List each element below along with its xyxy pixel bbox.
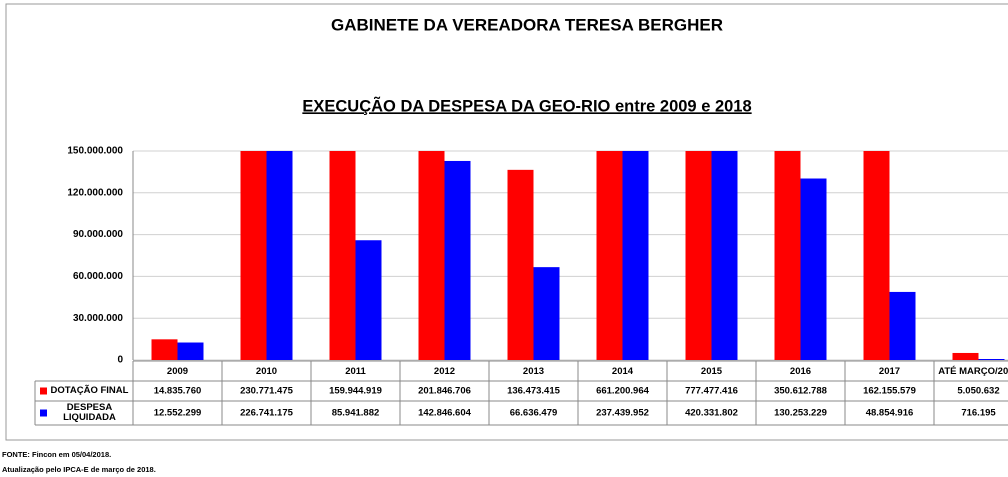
- x-tick-label: ATÉ MARÇO/2018: [938, 365, 1008, 377]
- bar: [711, 151, 738, 360]
- value-label: 230.771.475: [240, 386, 294, 397]
- bar: [418, 151, 445, 360]
- bar: [177, 342, 204, 360]
- y-tick-label: 0: [117, 355, 123, 366]
- bar: [266, 151, 293, 360]
- bar: [863, 151, 890, 360]
- bar: [685, 151, 712, 360]
- legend-label-box: DESPESA LIQUIDADA: [63, 402, 116, 423]
- bar: [774, 151, 801, 360]
- bar: [622, 151, 649, 360]
- x-tick-label-box: 2014: [611, 365, 634, 377]
- x-tick-label-box: 2012: [433, 365, 456, 377]
- y-tick-label: 60.000.000: [73, 271, 123, 282]
- bar: [151, 339, 178, 360]
- value-label: 159.944.919: [329, 386, 382, 397]
- value-label: 5.050.632: [957, 386, 999, 397]
- value-label: 66.636.479: [510, 408, 558, 419]
- x-tick-label: 2012: [433, 365, 456, 377]
- value-label: 226.741.175: [240, 408, 294, 419]
- bar: [952, 352, 979, 360]
- bar: [800, 178, 827, 360]
- y-tick-label: 30.000.000: [73, 313, 123, 324]
- x-tick-label-box: 2015: [700, 365, 723, 377]
- value-label: 237.439.952: [596, 408, 649, 419]
- x-tick-label-box: 2011: [345, 365, 366, 377]
- chart-frame: [5, 3, 1008, 441]
- note: Atualização pelo IPCA-E de março de 2018…: [2, 465, 156, 474]
- x-tick-label: 2011: [345, 365, 366, 377]
- legend-label: DESPESA LIQUIDADA: [63, 402, 116, 423]
- bar: [355, 240, 382, 360]
- x-tick-label-box: 2013: [522, 365, 545, 377]
- bar: [533, 267, 560, 360]
- chart-title: GABINETE DA VEREADORA TERESA BERGHER: [331, 15, 723, 34]
- value-label: 716.195: [961, 408, 996, 419]
- bar: [240, 151, 267, 360]
- x-tick-label: 2010: [255, 365, 278, 377]
- legend-label: DOTAÇÃO FINAL: [50, 385, 129, 396]
- bar: [444, 160, 471, 360]
- value-label: 136.473.415: [507, 386, 561, 397]
- value-label: 777.477.416: [685, 386, 738, 397]
- value-label: 48.854.916: [866, 408, 914, 419]
- y-tick-label: 150.000.000: [67, 146, 123, 157]
- bar: [329, 151, 356, 360]
- x-tick-label: 2017: [878, 365, 901, 377]
- bar: [978, 359, 1005, 360]
- value-label: 142.846.604: [418, 408, 472, 419]
- x-tick-label-box: ATÉ MARÇO/2018: [938, 365, 1008, 377]
- plot: [151, 151, 1005, 360]
- x-tick-label: 2014: [611, 365, 634, 377]
- legend-swatch: [40, 387, 47, 395]
- value-label: 201.846.706: [418, 386, 471, 397]
- value-label: 162.155.579: [863, 386, 916, 397]
- legend-swatch: [40, 409, 47, 417]
- legend-label-box: DOTAÇÃO FINAL: [50, 385, 129, 396]
- x-tick-label: 2015: [700, 365, 723, 377]
- x-tick-label: 2016: [789, 365, 812, 377]
- value-label: 12.552.299: [154, 408, 202, 419]
- y-tick-label: 90.000.000: [73, 229, 123, 240]
- value-label: 420.331.802: [685, 408, 738, 419]
- chart-subtitle: EXECUÇÃO DA DESPESA DA GEO-RIO entre 200…: [302, 95, 751, 115]
- bar: [596, 151, 623, 360]
- x-tick-label: 2009: [166, 365, 189, 377]
- x-tick-label-box: 2010: [255, 365, 278, 377]
- value-label: 130.253.229: [774, 408, 827, 419]
- note: FONTE: Fincon em 05/04/2018.: [2, 450, 111, 459]
- x-tick-label-box: 2016: [789, 365, 812, 377]
- x-tick-label-box: 2009: [166, 365, 189, 377]
- value-label: 14.835.760: [154, 386, 202, 397]
- x-tick-label-box: 2017: [878, 365, 901, 377]
- x-tick-label: 2013: [522, 365, 545, 377]
- value-label: 85.941.882: [332, 408, 380, 419]
- value-label: 350.612.788: [774, 386, 827, 397]
- y-tick-label: 120.000.000: [67, 187, 123, 198]
- bar: [889, 291, 916, 360]
- bar: [507, 169, 534, 360]
- value-label: 661.200.964: [596, 386, 650, 397]
